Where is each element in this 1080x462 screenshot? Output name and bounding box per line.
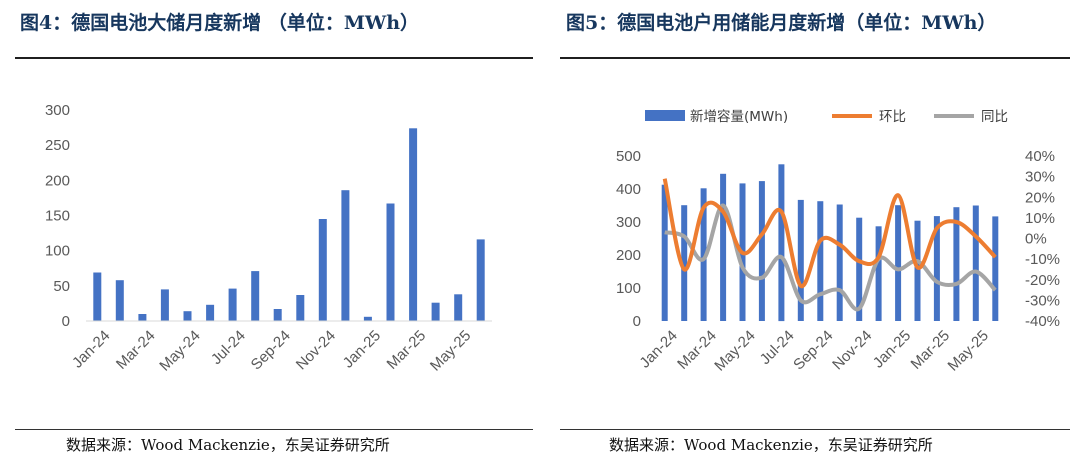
x-tick-label: May-25 [427,327,474,374]
y-left-tick-label: 200 [616,247,641,264]
bar-Jan-24 [93,272,102,321]
x-tick-label: Nov-24 [293,327,339,373]
y-tick-label: 100 [45,243,70,260]
y-tick-label: 200 [45,172,70,189]
legend-swatch-bar [645,110,685,121]
bar-Sep-24 [273,309,282,321]
y-right-tick-label: 10% [1025,210,1055,227]
bar-Jun-24 [206,304,215,321]
bar-Nov-24 [318,219,327,321]
left-chart-title: 图4：德国电池大储月度新增 （单位：MWh） [20,12,420,34]
bar-Jan-25 [363,316,372,321]
y-right-tick-label: 30% [1025,169,1055,186]
y-left-tick-label: 400 [616,181,641,198]
bar-Feb-24 [681,205,688,321]
bar-Nov-24 [856,217,863,321]
x-tick-label: Sep-24 [248,327,294,373]
legend-label-bar: 新增容量(MWh) [690,108,788,125]
y-tick-label: 50 [53,278,70,295]
x-tick-label: May-24 [711,327,758,374]
x-tick-label: Mar-24 [113,327,159,373]
bar-Jan-25 [895,205,902,321]
bar-Jul-24 [228,288,237,321]
bar-Mar-25 [933,216,940,321]
right-chart-title: 图5：德国电池户用储能月度新增（单位：MWh） [566,12,997,34]
right-title-rule [560,57,1070,59]
bar-Oct-24 [836,204,843,321]
x-tick-label: Jan-25 [340,327,384,371]
bar-Feb-25 [914,220,921,321]
y-tick-label: 300 [45,102,70,119]
y-tick-label: 150 [45,208,70,225]
left-source-note: 数据来源：Wood Mackenzie，东吴证券研究所 [66,436,390,454]
bar-Feb-25 [386,203,395,321]
y-left-tick-label: 500 [616,148,641,165]
bar-Dec-24 [341,190,350,321]
bar-Jun-24 [758,181,765,321]
y-right-tick-label: -20% [1025,272,1060,289]
x-tick-label: Jan-24 [636,327,680,371]
bar-Jul-24 [778,164,785,322]
bar-Aug-24 [797,199,804,321]
y-left-tick-label: 100 [616,280,641,297]
right-source-rule [560,429,1070,430]
bar-Mar-25 [409,128,418,321]
y-tick-label: 250 [45,137,70,154]
y-left-tick-label: 0 [633,313,641,330]
y-tick-label: 0 [62,313,70,330]
x-tick-label: Sep-24 [790,327,836,373]
y-left-tick-label: 300 [616,214,641,231]
y-right-tick-label: -30% [1025,292,1060,309]
legend-label-mom: 环比 [879,109,906,125]
x-tick-label: Mar-25 [384,327,430,373]
x-tick-label: Jan-24 [69,327,113,371]
bar-Oct-24 [296,295,305,321]
legend-label-yoy: 同比 [981,109,1008,125]
bar-Feb-24 [115,280,124,321]
bar-Sep-24 [817,201,824,321]
x-tick-label: Jul-24 [208,327,249,368]
x-tick-label: May-24 [156,327,203,374]
x-tick-label: Mar-25 [908,327,954,373]
x-tick-label: Mar-24 [674,327,720,373]
mom-line [662,178,997,288]
bar-Apr-25 [953,207,960,321]
y-right-tick-label: 40% [1025,148,1055,165]
right-source-note: 数据来源：Wood Mackenzie，东吴证券研究所 [609,436,933,454]
bar-May-24 [183,311,192,321]
bar-Jan-24 [661,184,668,321]
x-tick-label: May-25 [945,327,992,374]
y-right-tick-label: 20% [1025,189,1055,206]
x-tick-label: Nov-24 [829,327,875,373]
y-right-tick-label: -40% [1025,313,1060,330]
bar-Mar-24 [138,314,147,321]
y-right-tick-label: -10% [1025,251,1060,268]
left-source-rule [15,429,533,430]
bar-Apr-25 [431,302,440,321]
left-title-rule [15,57,533,59]
bar-May-25 [972,205,979,321]
bar-Aug-24 [251,271,260,321]
bar-Jun-25 [476,239,485,321]
x-tick-label: Jan-25 [870,327,914,371]
bar-Apr-24 [160,289,169,321]
bar-Apr-24 [720,173,727,321]
bar-May-25 [454,294,463,321]
bar-Mar-24 [700,188,707,321]
bar-Dec-24 [875,226,882,321]
bar-Jun-25 [992,216,999,321]
y-right-tick-label: 0% [1025,231,1047,248]
